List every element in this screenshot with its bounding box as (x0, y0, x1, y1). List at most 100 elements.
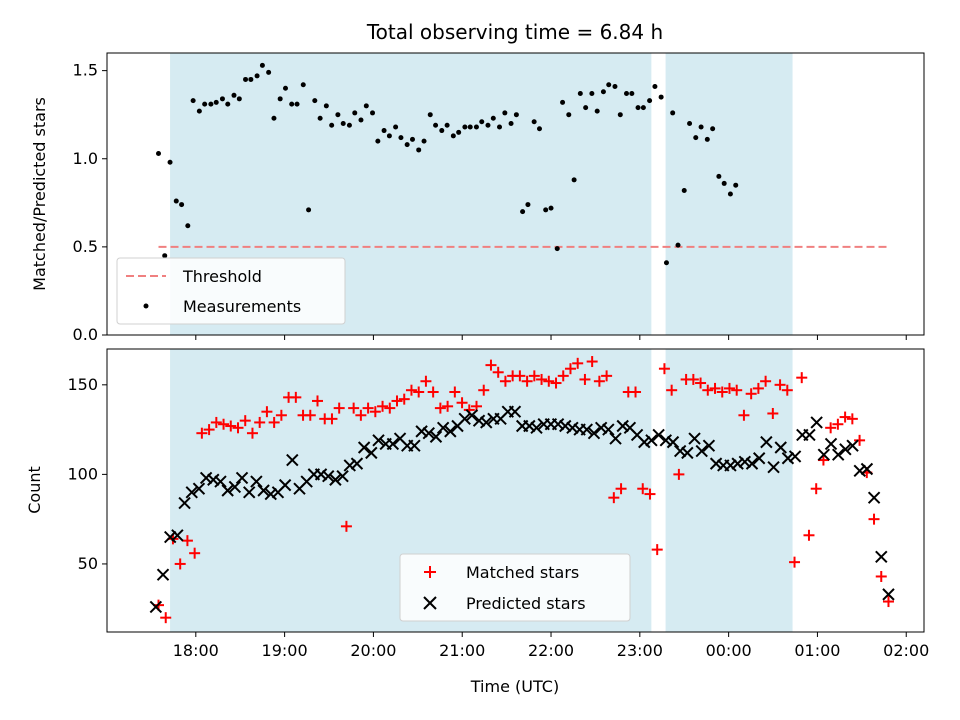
measurement-point (612, 83, 618, 89)
measurement-point (289, 101, 295, 107)
measurement-point (363, 103, 369, 109)
predicted-star-point (767, 461, 780, 474)
predicted-x-b (630, 428, 644, 442)
predicted-star-point (422, 426, 435, 440)
matched-star-point (579, 373, 591, 385)
measurement-point (213, 99, 219, 105)
measurement-point (698, 124, 704, 130)
predicted-x-b (767, 461, 780, 474)
measurement-point (467, 124, 473, 130)
measurement-point (393, 124, 399, 130)
predicted-star-point (839, 443, 852, 456)
matched-star-point (254, 416, 266, 428)
measurement-point (185, 223, 191, 229)
matched-star-point (615, 483, 627, 495)
matched-star-point (543, 375, 555, 387)
matched-star-point (478, 384, 490, 396)
predicted-x-b (566, 421, 579, 435)
predicted-x-b (810, 416, 823, 429)
measurement-point (254, 73, 260, 79)
predicted-x-b (357, 441, 371, 454)
predicted-x-b (508, 405, 522, 418)
predicted-x-b (365, 446, 378, 460)
predicted-x-b (350, 457, 364, 470)
measurement-point (450, 133, 456, 139)
matched-star-point (810, 483, 822, 495)
predicted-star-point (164, 530, 177, 544)
predicted-x-b (178, 496, 191, 510)
matched-star-point (355, 409, 367, 421)
predicted-star-point (594, 421, 608, 435)
predicted-star-point (817, 448, 831, 461)
matched-star-point (449, 386, 461, 398)
predicted-star-point (831, 448, 845, 461)
predicted-x-b (824, 437, 838, 451)
matched-star-point (702, 384, 714, 396)
predicted-star-point (365, 446, 378, 460)
predicted-x-b (386, 437, 400, 451)
predicted-x-b (415, 425, 428, 438)
legend-predicted-swatch (423, 596, 437, 610)
predicted-star-point (824, 437, 838, 451)
predicted-x-b (666, 435, 680, 449)
legend-matched-swatch (424, 566, 436, 578)
top-axes-frame (106, 52, 925, 336)
predicted-x-b (752, 452, 766, 465)
x-tick-label: 19:00 (262, 641, 308, 660)
matched-star-point (673, 468, 685, 480)
matched-star-point (391, 395, 403, 407)
predicted-star-point (803, 428, 816, 442)
predicted-x-b (171, 529, 184, 542)
measurement-point (409, 136, 415, 142)
predicted-star-point (846, 439, 859, 452)
matched-star-point (564, 363, 576, 375)
measurement-point (266, 69, 272, 75)
top-x-ticks (195, 335, 907, 340)
measurement-point (162, 253, 168, 259)
predicted-star-point (386, 437, 400, 451)
predicted-star-point (731, 457, 744, 470)
matched-star-point (709, 382, 721, 394)
measurement-point (196, 108, 202, 114)
matched-star-point (377, 400, 389, 412)
predicted-star-point (781, 452, 795, 465)
matched-star-point (232, 422, 244, 434)
measurement-point (358, 117, 364, 123)
measurement-point (733, 182, 739, 188)
predicted-x-b (652, 428, 665, 442)
predicted-star-point (286, 453, 299, 467)
predicted-x-b (602, 423, 615, 436)
matched-star-point (420, 375, 432, 387)
predicted-x-b (530, 421, 543, 435)
measurement-point (259, 62, 265, 68)
measurement-point (716, 173, 722, 179)
measurement-point (687, 121, 693, 126)
matched-star-point (312, 395, 324, 407)
measurement-point (381, 128, 387, 134)
matched-star-point (745, 388, 757, 400)
matched-star-point (521, 375, 533, 387)
measurement-point (456, 129, 462, 135)
predicted-x-b (709, 457, 723, 470)
y-tick-label: 0.5 (73, 237, 98, 256)
measurement-point (352, 110, 358, 116)
predicted-star-point (602, 423, 615, 436)
predicted-x-b (429, 430, 443, 443)
measurement-point (675, 242, 681, 248)
predicted-star-point (178, 496, 191, 510)
predicted-star-point (436, 421, 450, 435)
predicted-x-b (329, 473, 342, 486)
predicted-x-b (638, 435, 651, 449)
predicted-x-b (472, 414, 486, 427)
measurement-point (375, 138, 381, 144)
matched-star-point (485, 359, 497, 371)
measurement-point (156, 150, 162, 156)
measurement-point (508, 121, 514, 126)
predicted-star-point (523, 419, 536, 433)
bottom-y-ticks: 50 100 150 (67, 375, 107, 573)
measurement-point (513, 112, 519, 118)
predicted-star-point (221, 484, 234, 497)
legend-measurements-label: Measurements (183, 297, 301, 316)
measurement-point (300, 82, 306, 88)
predicted-x-b (278, 478, 292, 492)
